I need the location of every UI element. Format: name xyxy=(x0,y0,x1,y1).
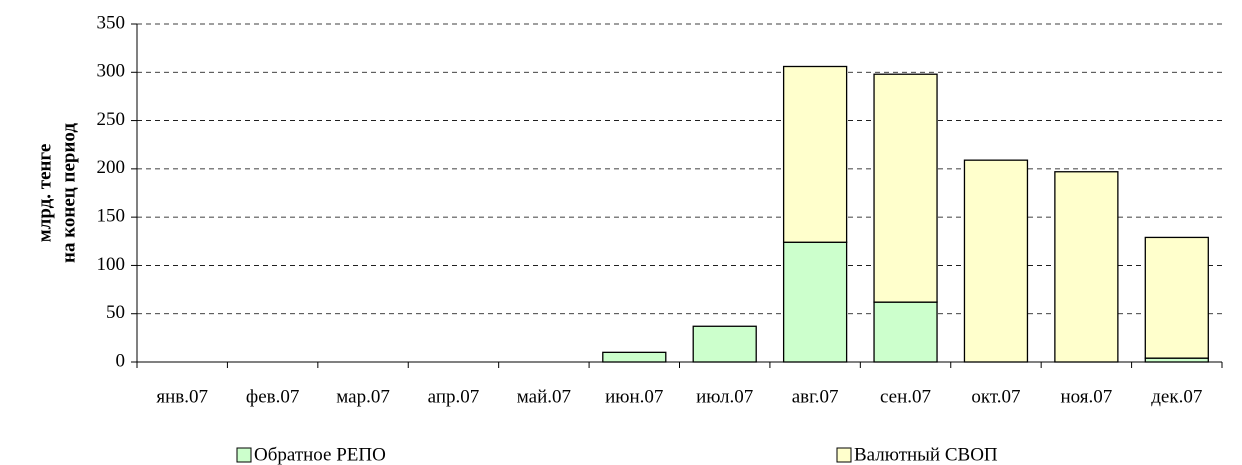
y-tick-label: 250 xyxy=(97,109,126,130)
y-tick-label: 50 xyxy=(106,302,125,323)
y-tick-label: 100 xyxy=(97,254,126,275)
y-axis-label: млрд. тенге xyxy=(34,144,55,243)
legend-swatch xyxy=(236,447,252,463)
bar-segment xyxy=(873,301,938,363)
y-tick-label: 150 xyxy=(97,206,126,227)
x-tick-label: янв.07 xyxy=(156,386,208,407)
bar-segment xyxy=(963,159,1029,363)
bar-segment xyxy=(873,73,938,303)
x-tick-label: окт.07 xyxy=(971,386,1020,407)
x-tick-label: апр.07 xyxy=(428,386,480,407)
legend-label: Обратное РЕПО xyxy=(254,444,386,465)
x-tick-label: фев.07 xyxy=(246,386,299,407)
bar-segment xyxy=(1054,171,1119,363)
x-tick-label: дек.07 xyxy=(1151,386,1202,407)
bar-segment xyxy=(692,325,757,363)
y-tick-label: 350 xyxy=(97,12,126,33)
x-tick-label: ноя.07 xyxy=(1060,386,1112,407)
legend-label: Валютный СВОП xyxy=(854,444,998,465)
y-tick-label: 0 xyxy=(116,350,126,371)
bar-segment xyxy=(782,65,848,243)
x-tick-label: май.07 xyxy=(517,386,571,407)
x-tick-label: июн.07 xyxy=(605,386,663,407)
x-tick-label: авг.07 xyxy=(792,386,839,407)
bar-segment xyxy=(602,351,667,363)
legend-swatch xyxy=(836,447,852,463)
x-tick-label: сен.07 xyxy=(880,386,931,407)
bar-segment xyxy=(782,241,848,363)
x-tick-label: июл.07 xyxy=(696,386,753,407)
y-axis-label: на конец период xyxy=(58,123,79,263)
x-tick-label: мар.07 xyxy=(336,386,390,407)
bar-segment xyxy=(1144,236,1209,359)
y-tick-label: 200 xyxy=(97,157,126,178)
y-tick-label: 300 xyxy=(97,61,126,82)
